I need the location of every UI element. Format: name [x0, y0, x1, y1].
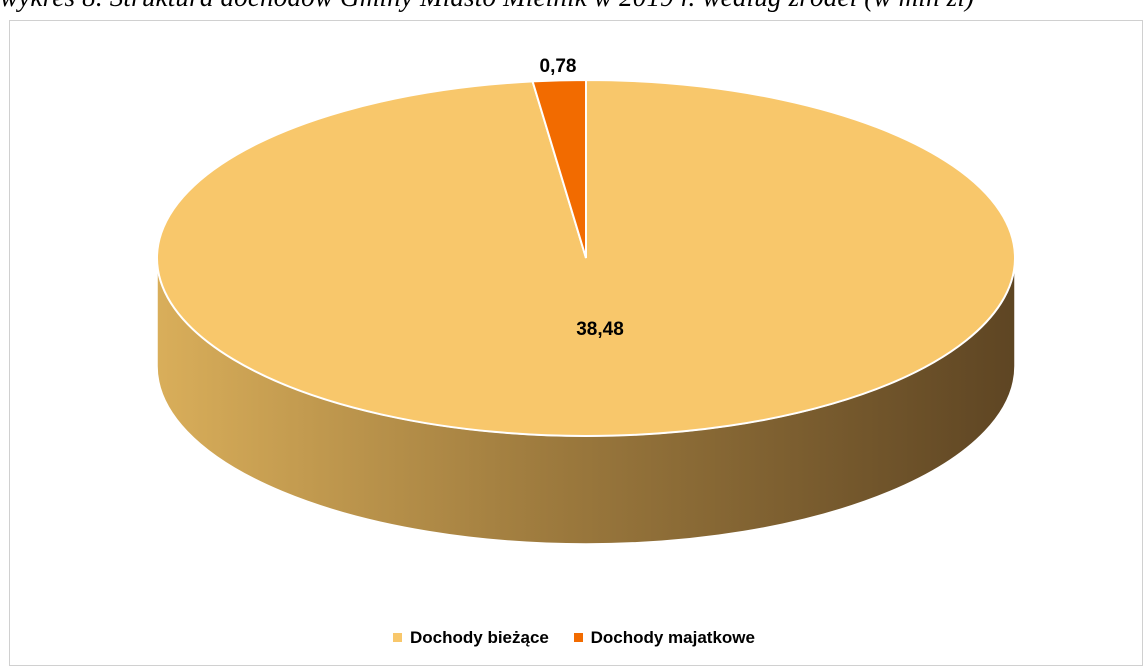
chart-title-cut-off: wykres 8. Struktura dochodów Gminy Miast…: [0, 0, 1148, 22]
legend: Dochody bieżące Dochody majatkowe: [0, 627, 1148, 648]
data-label-dochody-biezace: 38,48: [576, 319, 624, 340]
legend-swatch-dochody-biezace: [393, 633, 402, 642]
legend-label-dochody-majatkowe: Dochody majatkowe: [590, 627, 755, 647]
legend-label-dochody-biezace: Dochody bieżące: [410, 627, 549, 647]
legend-swatch-dochody-majatkowe: [573, 633, 583, 642]
data-label-dochody-majatkowe: 0,78: [540, 56, 577, 77]
pie-slice-dochody-majatkowe: [531, 78, 587, 259]
legend-item-dochody-majatkowe: Dochody majatkowe: [573, 627, 755, 648]
legend-item-dochody-biezace: Dochody bieżące: [393, 628, 549, 648]
